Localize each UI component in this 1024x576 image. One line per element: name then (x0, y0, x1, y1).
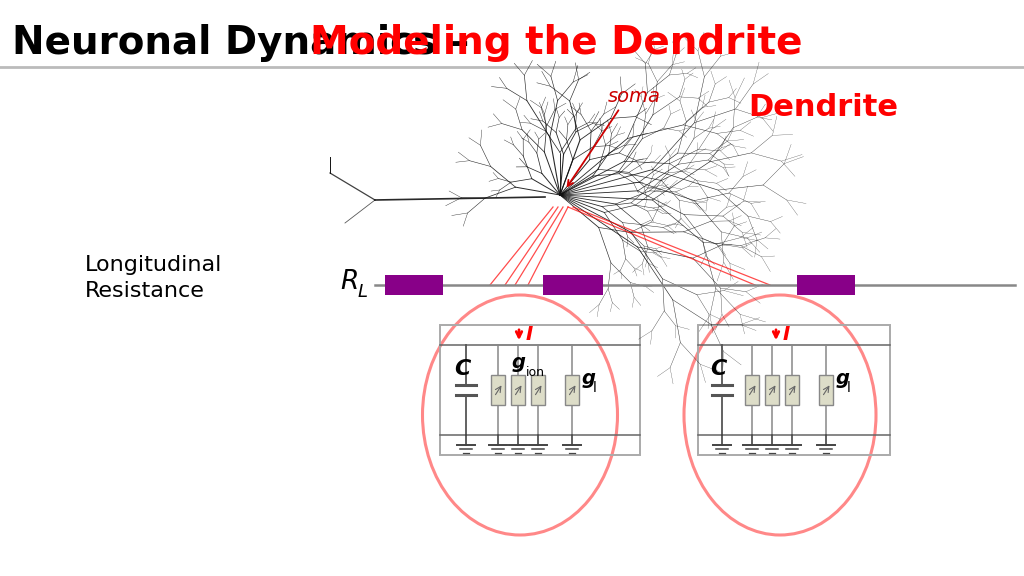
Text: C: C (454, 359, 470, 379)
Text: R: R (340, 269, 358, 295)
Text: g: g (582, 369, 596, 388)
Bar (819, 375, 833, 405)
Text: C: C (710, 359, 726, 379)
Bar (785, 375, 799, 405)
Text: Modeling the Dendrite: Modeling the Dendrite (310, 24, 803, 62)
Bar (440, 325, 640, 455)
Bar (745, 375, 759, 405)
Bar (765, 375, 779, 405)
Text: I: I (783, 325, 791, 344)
Text: l: l (593, 381, 597, 395)
Bar (490, 375, 505, 405)
Text: L: L (358, 283, 368, 301)
Bar (797, 275, 855, 295)
Text: soma: soma (608, 88, 662, 107)
Text: Dendrite: Dendrite (748, 93, 898, 123)
Bar (385, 275, 443, 295)
Bar (543, 275, 603, 295)
Text: g: g (836, 369, 850, 388)
Text: Neuronal Dynamics –: Neuronal Dynamics – (12, 24, 482, 62)
Text: I: I (526, 325, 534, 344)
Text: Resistance: Resistance (85, 281, 205, 301)
Text: l: l (847, 381, 851, 395)
Bar (698, 325, 890, 455)
Text: ion: ion (526, 366, 545, 378)
Text: Longitudinal: Longitudinal (85, 255, 222, 275)
Bar (511, 375, 525, 405)
Text: g: g (512, 354, 526, 373)
Bar (565, 375, 579, 405)
Bar (531, 375, 545, 405)
